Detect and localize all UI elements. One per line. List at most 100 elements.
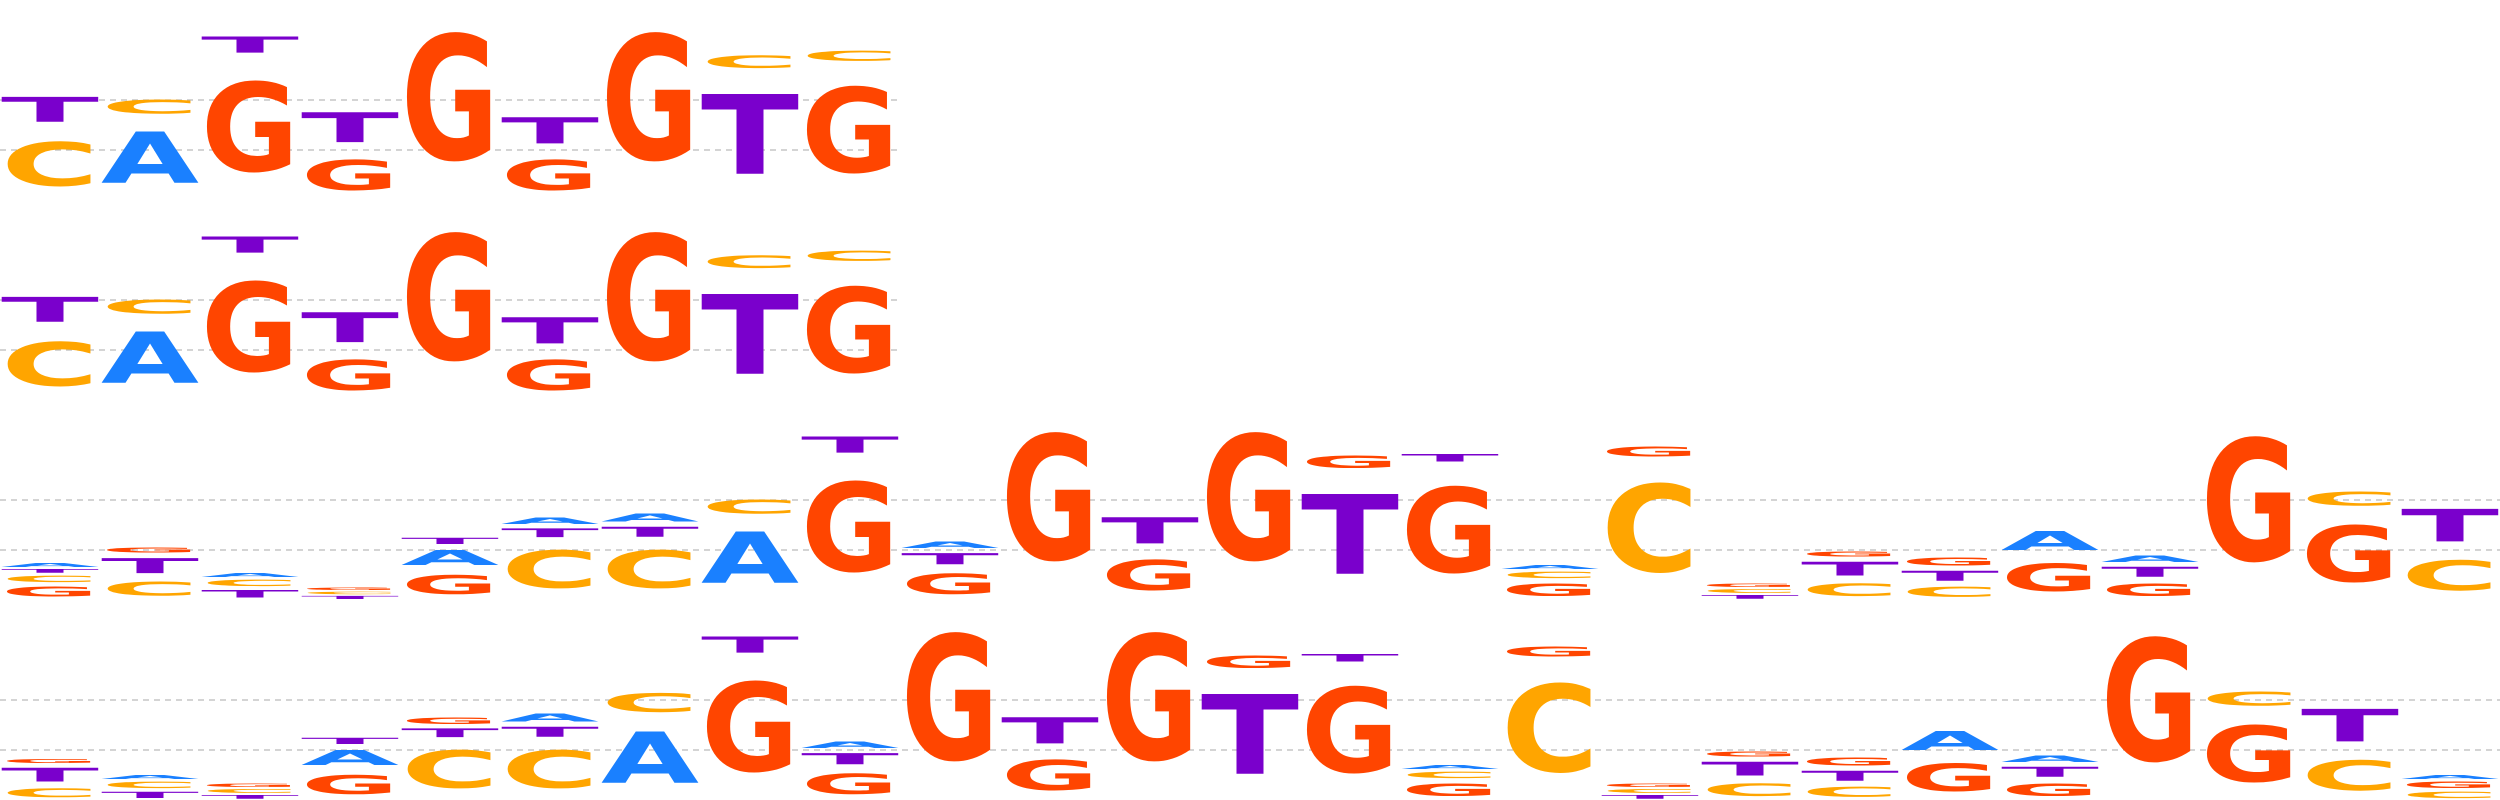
logo-letter-c: C — [801, 248, 899, 264]
logo-letter-g: G — [401, 200, 499, 399]
logo-letter-t: T — [2101, 564, 2200, 580]
logo-letter-g: G — [901, 568, 999, 600]
logo-letter-t: T — [301, 595, 399, 600]
logo-letter-c: C — [1901, 584, 1999, 600]
logo-letter-g: G — [1501, 580, 1599, 600]
logo-letter-c: C — [1501, 570, 1599, 580]
logo-letter-g: G — [1201, 400, 1299, 599]
logo-letter-c: C — [501, 540, 599, 600]
logo-letter-t: T — [1901, 568, 2000, 584]
logo-letter-g: G — [1101, 600, 1199, 799]
logo-letter-t: T — [1701, 594, 1799, 600]
logo-letter-g: G — [1801, 550, 1899, 558]
logo-letter-a: A — [1401, 764, 1499, 770]
logo-letter-a: A — [601, 512, 700, 524]
logo-letter-t: T — [2001, 764, 2100, 780]
logo-letter-c: C — [1701, 780, 1799, 800]
logo-letter-t: T — [501, 724, 600, 740]
logo-letter-g: G — [801, 459, 899, 600]
logo-letter-t: T — [701, 273, 799, 401]
logo-letter-g: G — [2101, 606, 2199, 800]
logo-letter-a: A — [901, 540, 999, 550]
logo-letter-c: C — [1801, 784, 1899, 800]
logo-letter-t: T — [1401, 452, 1499, 464]
logo-letter-g: G — [2101, 580, 2199, 600]
logo-letter-g: G — [1901, 556, 1999, 568]
logo-letter-a: A — [701, 519, 799, 601]
logo-letter-t: T — [801, 750, 899, 768]
logo-letter-c: C — [101, 780, 199, 790]
logo-letter-g: G — [1, 584, 99, 600]
logo-letter-c: C — [201, 578, 299, 588]
logo-letter-g: G — [1401, 780, 1499, 800]
logo-letter-t: T — [2301, 700, 2399, 752]
logo-letter-t: T — [801, 432, 899, 458]
logo-letter-c: C — [701, 496, 799, 518]
logo-letter-t: T — [1, 90, 99, 130]
logo-letter-a: A — [1501, 564, 1599, 570]
logo-letter-c: C — [601, 688, 699, 718]
logo-letter-g: G — [1301, 452, 1399, 472]
logo-letter-g: G — [301, 352, 399, 400]
logo-letter-t: T — [401, 536, 499, 546]
logo-letter-a: A — [201, 572, 299, 578]
logo-letter-g: G — [1001, 400, 1099, 599]
logo-letter-g: G — [201, 59, 299, 200]
logo-letter-a: A — [101, 119, 199, 201]
logo-letter-c: C — [1601, 788, 1699, 794]
logo-letter-c: C — [1801, 580, 1899, 600]
logo-letter-a: A — [1, 562, 99, 568]
logo-letter-c: C — [101, 296, 199, 318]
logo-letter-t: T — [1701, 758, 1799, 780]
logo-letter-t: T — [1, 568, 99, 574]
logo-letter-t: T — [201, 588, 299, 600]
logo-letter-g: G — [1701, 583, 1799, 588]
logo-letter-g: G — [2401, 780, 2499, 790]
logo-letter-g: G — [1901, 756, 1999, 800]
logo-letter-a: A — [801, 740, 899, 750]
logo-letter-a: A — [501, 516, 599, 526]
logo-letter-c: C — [2401, 790, 2499, 800]
logo-letter-g: G — [801, 768, 899, 800]
logo-letter-t: T — [701, 73, 799, 201]
logo-letter-a: A — [101, 319, 199, 401]
logo-letter-a: A — [101, 774, 199, 780]
logo-letter-a: A — [301, 746, 399, 770]
logo-letter-t: T — [701, 632, 799, 658]
logo-letter-c: C — [801, 48, 899, 64]
logo-letter-t: T — [601, 524, 700, 540]
logo-letter-g: G — [501, 352, 599, 400]
logo-letter-t: T — [201, 32, 299, 58]
logo-letter-c: C — [1, 574, 99, 584]
logo-letter-t: T — [1201, 673, 1299, 800]
logo-letter-g: G — [1701, 750, 1799, 758]
logo-letter-t: T — [301, 304, 399, 352]
logo-letter-g: G — [701, 659, 799, 800]
logo-letter-g: G — [301, 587, 399, 591]
logo-letter-g: G — [601, 0, 699, 199]
logo-letter-a: A — [501, 712, 600, 724]
logo-letter-t: T — [1, 764, 99, 786]
logo-letter-c: C — [1401, 770, 1499, 780]
logo-letter-g: G — [1201, 652, 1299, 672]
logo-letter-t: T — [101, 554, 199, 578]
logo-letter-a: A — [401, 546, 499, 570]
logo-letter-g: G — [201, 259, 299, 400]
logo-letter-t: T — [1801, 768, 1900, 784]
logo-letter-g: G — [501, 152, 599, 200]
logo-letter-g: G — [101, 546, 199, 554]
logo-letter-c: C — [1, 786, 99, 800]
logo-letter-g: G — [1401, 465, 1499, 600]
logo-letter-t: T — [201, 232, 299, 258]
logo-letter-c: C — [101, 578, 199, 600]
logo-letter-a: A — [2101, 554, 2199, 564]
logo-letter-c: C — [701, 52, 799, 72]
logo-letter-g: G — [801, 65, 899, 200]
logo-letter-c: C — [1, 131, 99, 200]
logo-letter-t: T — [1, 290, 99, 330]
logo-letter-g: G — [1, 758, 99, 764]
logo-letter-g: G — [401, 0, 499, 199]
logo-letter-g: G — [1601, 444, 1699, 460]
